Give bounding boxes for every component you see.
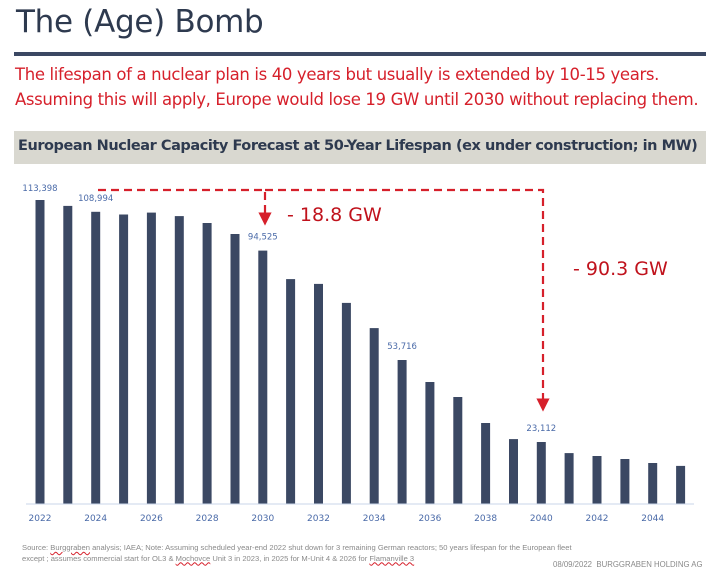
x-tick-label: 2038 (474, 514, 497, 524)
x-tick-label: 2044 (641, 514, 664, 524)
bar-2033 (341, 302, 351, 504)
annotation-label-90-3: - 90.3 GW (573, 258, 668, 280)
spellcheck-word: Mochovce (175, 553, 211, 563)
data-label-2040: 23,112 (526, 424, 556, 434)
x-tick-label: 2042 (586, 514, 609, 524)
bar-2036 (425, 382, 435, 504)
chart-title-bar: European Nuclear Capacity Forecast at 50… (14, 131, 706, 164)
slide-title: The (Age) Bomb (16, 4, 264, 40)
bar-2038 (481, 423, 491, 504)
source-text: analysis; IAEA; Note: Assuming scheduled… (22, 543, 572, 563)
x-tick-labels: 2022 2024 2026 2028 2030 2032 2034 2036 2038 2040… (29, 514, 665, 524)
bar-2029 (230, 234, 240, 504)
bar-2026 (146, 212, 156, 504)
bar-2023 (63, 205, 73, 504)
annotations: - 18.8 GW - 90.3 GW (98, 188, 668, 412)
chart-title: European Nuclear Capacity Forecast at 50… (18, 138, 698, 154)
data-label-2030: 94,525 (248, 233, 278, 243)
x-tick-label: 2034 (363, 514, 386, 524)
footer-date-company: 08/09/2022 BURGGRABEN HOLDING AG (553, 560, 703, 569)
data-labels: 113,398 108,994 94,525 53,716 23,112 (22, 184, 556, 434)
bar-2024 (91, 211, 101, 505)
bar-2040 (536, 442, 546, 504)
bar-2042 (592, 456, 602, 504)
bar-2041 (564, 453, 574, 504)
x-tick-label: 2040 (530, 514, 553, 524)
annotation-label-18-8: - 18.8 GW (287, 204, 382, 226)
annotation-dashed-line-2030 (98, 188, 272, 226)
annotation-dashed-line-2040 (265, 188, 550, 412)
data-label-2035: 53,716 (387, 342, 417, 352)
bars-group (35, 200, 686, 505)
x-tick-label: 2036 (418, 514, 441, 524)
x-tick-label: 2028 (196, 514, 219, 524)
footer-source-note: Source: Burggraben analysis; IAEA; Note:… (22, 543, 582, 564)
title-divider (14, 52, 706, 56)
bar-2043 (620, 459, 630, 504)
data-label-2022: 113,398 (22, 184, 57, 194)
spellcheck-word: Burggraben (50, 543, 90, 552)
source-text: Unit 3 in 2023, in 2025 for M-Unit 4 & 2… (210, 553, 370, 563)
data-label-2024: 108,994 (78, 194, 113, 204)
bar-2037 (453, 397, 463, 504)
bar-2030 (258, 250, 268, 504)
bar-2034 (369, 328, 379, 504)
x-tick-label: 2032 (307, 514, 330, 524)
bar-2031 (286, 279, 296, 504)
bar-2032 (314, 283, 323, 504)
bar-2025 (119, 214, 129, 504)
bar-2022 (35, 200, 45, 504)
bar-2035 (397, 360, 407, 504)
bar-2044 (648, 463, 658, 504)
bar-2039 (509, 439, 518, 504)
bar-2028 (202, 223, 212, 504)
footer-date: 08/09/2022 (553, 560, 593, 569)
x-tick-label: 2024 (84, 514, 107, 524)
footer-company: BURGGRABEN HOLDING AG (596, 560, 703, 569)
slide-subtitle: The lifespan of a nuclear plan is 40 yea… (15, 65, 699, 109)
x-tick-label: 2030 (251, 514, 274, 524)
bar-2045 (676, 465, 686, 504)
source-text: Source: (22, 543, 51, 552)
bar-2027 (174, 216, 184, 504)
x-tick-label: 2022 (29, 514, 52, 524)
spellcheck-word: Flamanville 3 (369, 553, 415, 563)
x-tick-label: 2026 (140, 514, 163, 524)
